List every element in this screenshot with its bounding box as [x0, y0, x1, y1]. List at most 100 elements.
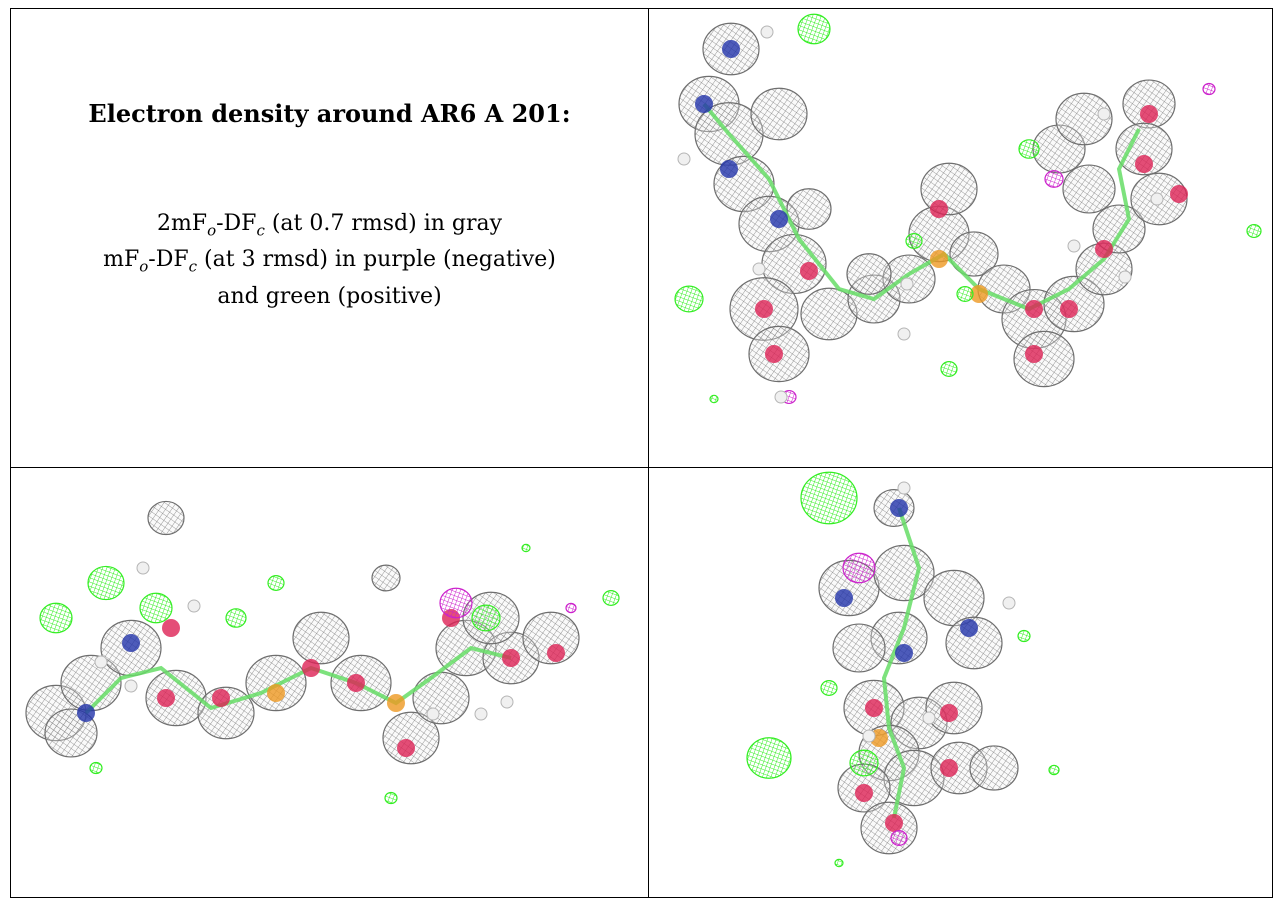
density-blob-2fofc: [949, 231, 999, 277]
hydrogen-atom: [1118, 270, 1132, 284]
nitrogen-atom: [695, 95, 713, 113]
density-blob-negative: [890, 830, 908, 846]
nitrogen-atom: [835, 589, 853, 607]
density-blob-negative: [842, 552, 876, 584]
phosphorus-atom: [970, 285, 988, 303]
oxygen-atom: [765, 345, 783, 363]
hydrogen-atom: [897, 481, 911, 495]
oxygen-atom: [885, 814, 903, 832]
density-blob-2fofc: [292, 611, 350, 665]
density-blob-2fofc: [969, 745, 1019, 791]
phosphorus-atom: [930, 250, 948, 268]
oxygen-atom: [1140, 105, 1158, 123]
oxygen-atom: [1025, 345, 1043, 363]
oxygen-atom: [502, 649, 520, 667]
oxygen-atom: [1025, 300, 1043, 318]
legend-line-fofc: mFo-DFc (at 3 rmsd) in purple (negative): [103, 247, 556, 276]
density-render-3: [746, 471, 1060, 868]
density-blob-positive: [834, 858, 844, 868]
oxygen-atom: [347, 674, 365, 692]
oxygen-atom: [855, 784, 873, 802]
density-blob-2fofc: [832, 623, 886, 673]
hydrogen-atom: [760, 25, 774, 39]
density-blob-positive: [225, 608, 247, 628]
hydrogen-atom: [1097, 107, 1111, 121]
nitrogen-atom: [122, 634, 140, 652]
nitrogen-atom: [895, 644, 913, 662]
hydrogen-atom: [1150, 192, 1164, 206]
hydrogen-atom: [94, 655, 108, 669]
hydrogen-atom: [500, 695, 514, 709]
caption-cell: Electron density around AR6 A 201: 2mFo-…: [11, 9, 648, 467]
density-blob-positive: [602, 590, 620, 606]
density-blob-2fofc: [147, 500, 185, 536]
hydrogen-atom: [752, 262, 766, 276]
density-blob-2fofc: [920, 162, 978, 216]
density-blob-2fofc: [382, 711, 440, 765]
density-blob-negative: [1202, 82, 1216, 96]
density-view-bottom-left: [11, 468, 648, 897]
density-blob-2fofc: [412, 671, 470, 725]
density-blob-negative: [565, 602, 577, 614]
density-blob-positive: [820, 680, 838, 696]
oxygen-atom: [1135, 155, 1153, 173]
hydrogen-atom: [774, 390, 788, 404]
density-blob-negative: [1044, 170, 1064, 188]
density-blob-positive: [956, 286, 974, 302]
legend-line-2fofc: 2mFo-DFc (at 0.7 rmsd) in gray: [156, 211, 503, 240]
oxygen-atom: [800, 262, 818, 280]
density-blob-positive: [1246, 223, 1262, 239]
density-blob-2fofc: [750, 87, 808, 141]
density-blob-positive: [800, 471, 858, 525]
hydrogen-atom: [677, 152, 691, 166]
density-blob-positive: [89, 761, 103, 775]
nitrogen-atom: [722, 40, 740, 58]
figure-table: [10, 8, 1273, 898]
density-blob-negative: [439, 587, 473, 619]
map-legend: 2mFo-DFc (at 0.7 rmsd) in gray mFo-DFc (…: [11, 209, 648, 311]
phosphorus-atom: [267, 684, 285, 702]
oxygen-atom: [1060, 300, 1078, 318]
hydrogen-atom: [474, 707, 488, 721]
hydrogen-atom: [1002, 596, 1016, 610]
density-blob-positive: [849, 749, 879, 777]
density-blob-positive: [709, 394, 719, 404]
hydrogen-atom: [922, 711, 936, 725]
density-blob-positive: [940, 361, 958, 377]
density-blob-positive: [1048, 764, 1060, 776]
density-blob-positive: [139, 592, 173, 624]
density-blob-positive: [746, 737, 792, 779]
oxygen-atom: [940, 759, 958, 777]
hydrogen-atom: [900, 277, 914, 291]
hydrogen-atom: [862, 729, 876, 743]
nitrogen-atom: [77, 704, 95, 722]
oxygen-atom: [162, 619, 180, 637]
ligand-bonds: [881, 507, 922, 819]
hydrogen-atom: [124, 679, 138, 693]
oxygen-atom: [940, 704, 958, 722]
density-blob-positive: [797, 13, 831, 45]
density-blob-2fofc: [846, 253, 892, 295]
nitrogen-atom: [890, 499, 908, 517]
oxygen-atom: [397, 739, 415, 757]
density-blob-positive: [471, 604, 501, 632]
density-blob-positive: [39, 602, 73, 634]
nitrogen-atom: [770, 210, 788, 228]
hydrogen-atom: [187, 599, 201, 613]
hydrogen-atom: [1067, 239, 1081, 253]
density-blob-2fofc: [1013, 330, 1075, 388]
density-blob-2fofc: [1055, 92, 1113, 146]
density-blob-positive: [674, 285, 704, 313]
table-horizontal-rule: [10, 467, 1273, 468]
density-blob-positive: [267, 575, 285, 591]
nitrogen-atom: [720, 160, 738, 178]
figure-title: Electron density around AR6 A 201:: [88, 99, 571, 128]
oxygen-atom: [865, 699, 883, 717]
oxygen-atom: [1170, 185, 1188, 203]
density-blob-2fofc: [1115, 122, 1173, 176]
oxygen-atom: [547, 644, 565, 662]
nitrogen-atom: [960, 619, 978, 637]
oxygen-atom: [212, 689, 230, 707]
oxygen-atom: [1095, 240, 1113, 258]
density-blob-positive: [905, 233, 923, 249]
